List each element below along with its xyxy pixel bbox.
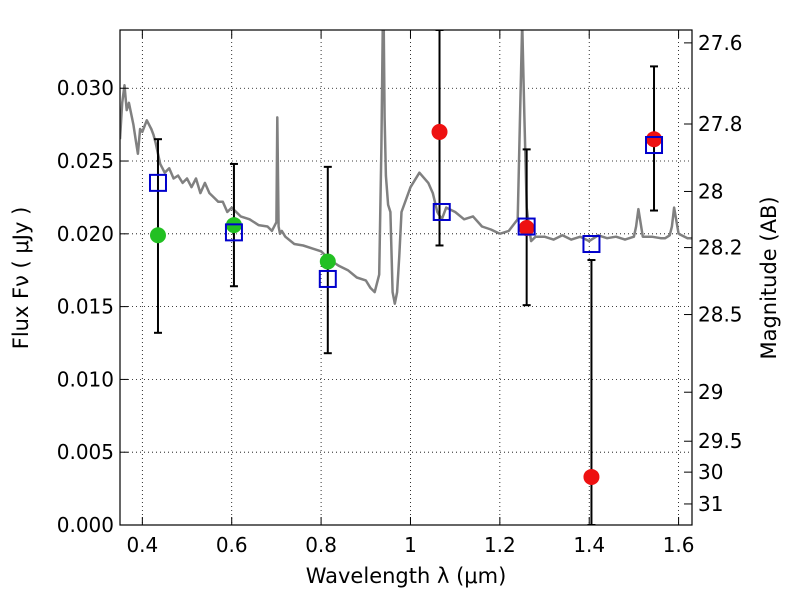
y-tick-label: 0.015 <box>57 295 114 319</box>
mag-tick-label: 28.2 <box>698 236 743 260</box>
y-tick-label: 0.010 <box>57 367 114 391</box>
marker-layer <box>148 123 664 485</box>
x-axis-title: Wavelength λ (μm) <box>306 564 507 588</box>
axis-layer: 0.4 0.6 0.8 1 1.2 1.4 1.6 0.000 0.005 0.010 0.015 0… <box>57 29 743 557</box>
model-square-point <box>517 217 536 236</box>
mag-tick-label: 28.5 <box>698 303 743 327</box>
y-tick-label: 0.005 <box>57 440 114 464</box>
red-point <box>646 131 663 148</box>
x-tick-label: 1 <box>404 533 417 557</box>
x-tick-label: 1.2 <box>484 533 516 557</box>
y-tick-label: 0.000 <box>57 513 114 537</box>
green-point <box>149 227 166 244</box>
model-square-point <box>582 235 601 254</box>
red-point <box>431 123 448 140</box>
y-tick-label: 0.025 <box>57 149 114 173</box>
mag-tick-label: 29 <box>698 380 723 404</box>
grid-layer <box>120 30 692 526</box>
y-tick-label: 0.020 <box>57 222 114 246</box>
mag-tick-label: 30 <box>698 460 723 484</box>
mag-tick-label: 29.5 <box>698 429 743 453</box>
model-square-point <box>224 223 243 242</box>
mag-tick-label: 31 <box>698 492 723 516</box>
x-tick-label: 1.6 <box>663 533 695 557</box>
model-spectrum-line <box>120 30 692 305</box>
y-axis-title-left: Flux Fν ( μJy ) <box>9 207 33 350</box>
mag-tick-label: 28 <box>698 179 723 203</box>
y-tick-label: 0.030 <box>57 76 114 100</box>
plot-layer <box>120 30 692 525</box>
model-square-point <box>148 173 167 192</box>
model-square-point <box>432 202 451 221</box>
red-point <box>583 468 600 485</box>
red-point <box>518 220 535 236</box>
green-point <box>319 253 336 270</box>
x-tick-label: 0.6 <box>216 533 248 557</box>
model-square-point <box>645 136 664 155</box>
mag-tick-label: 27.6 <box>698 31 743 55</box>
mag-tick-label: 27.8 <box>698 112 743 136</box>
model-square-point <box>318 269 337 288</box>
x-tick-label: 0.4 <box>126 533 158 557</box>
x-tick-label: 0.8 <box>305 533 337 557</box>
y-axis-title-right: Magnitude (AB) <box>757 196 781 359</box>
x-tick-label: 1.4 <box>573 533 605 557</box>
plot-frame <box>119 29 693 526</box>
